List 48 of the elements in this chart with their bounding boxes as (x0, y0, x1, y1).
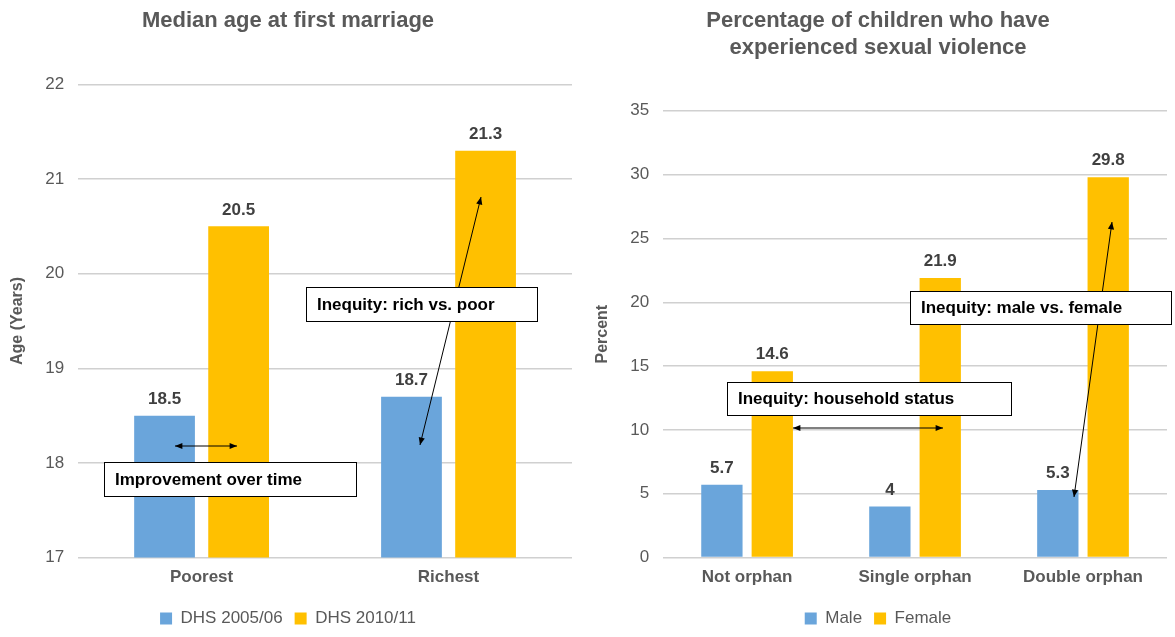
y-axis-title: Age (Years) (8, 276, 26, 366)
bar (1037, 489, 1079, 557)
x-tick-label: Not orphan (701, 567, 793, 587)
y-axis-title: Percent (593, 304, 611, 364)
chart-title: Median age at first marriage (141, 7, 435, 33)
x-tick-label: Single orphan (858, 567, 972, 587)
callout-box: Inequity: household status (727, 382, 1012, 416)
y-tick-label: 20 (45, 263, 65, 283)
legend-label: Female (894, 608, 952, 628)
annotation: Inequity: rich vs. poor (317, 294, 495, 315)
bar (701, 484, 743, 557)
data-label: 14.6 (755, 344, 789, 364)
x-tick-label: Richest (417, 567, 480, 587)
data-label: 18.7 (394, 369, 429, 389)
y-tick-label: 19 (45, 358, 65, 378)
y-tick-label: 10 (630, 419, 650, 439)
data-label: 4 (885, 479, 896, 499)
annotation: Inequity: male vs. female (921, 298, 1123, 318)
legend-label: DHS 2010/11 (315, 608, 416, 628)
callout-box: Inequity: rich vs. poor (306, 287, 538, 322)
data-label: 20.5 (222, 199, 256, 219)
y-tick-label: 0 (639, 547, 650, 567)
y-tick-label: 18 (45, 452, 65, 472)
y-tick-label: 17 (45, 547, 65, 567)
y-tick-label: 5 (639, 483, 650, 503)
data-label: 18.5 (147, 388, 182, 408)
chart-title: Percentage of children who have experienced sexual violence (706, 7, 1050, 59)
data-label: 21.3 (469, 123, 503, 143)
x-tick-label: Poorest (169, 567, 234, 587)
bar (869, 506, 911, 557)
y-tick-label: 20 (630, 291, 650, 311)
data-label: 21.9 (923, 251, 957, 271)
y-tick-label: 15 (630, 355, 650, 375)
annotation: Inequity: household status (738, 389, 955, 409)
legend-label: DHS 2005/06 (180, 608, 283, 628)
y-tick-label: 25 (630, 228, 650, 248)
callout-box: Improvement over time (104, 462, 357, 497)
y-tick-label: 22 (45, 74, 65, 94)
legend-label: Male (825, 608, 863, 628)
x-tick-label: Double orphan (1023, 567, 1143, 587)
y-tick-label: 21 (45, 168, 65, 188)
y-tick-label: 35 (630, 100, 650, 120)
data-label: 29.8 (1091, 150, 1125, 170)
callout-box: Inequity: male vs. female (910, 291, 1172, 325)
data-label: 5.3 (1046, 463, 1070, 483)
annotation: Improvement over time (115, 469, 303, 490)
data-label: 5.7 (710, 458, 734, 478)
y-tick-label: 30 (630, 164, 650, 184)
